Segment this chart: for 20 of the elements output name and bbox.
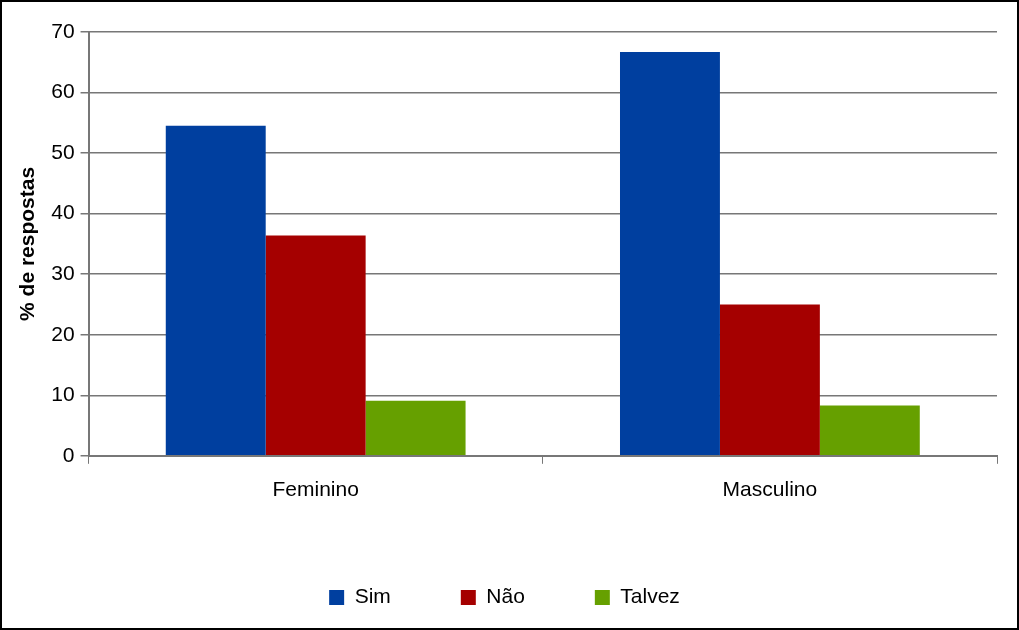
legend-label: Sim	[354, 584, 391, 608]
y-tick-label: 70	[51, 18, 75, 42]
bar	[165, 125, 266, 456]
bar	[265, 235, 366, 456]
y-tick-label: 10	[51, 382, 75, 406]
y-tick-label: 0	[62, 442, 75, 466]
y-tick-label: 40	[51, 200, 75, 224]
y-tick-label: 20	[51, 321, 75, 345]
x-tick-label: Masculino	[722, 477, 818, 501]
y-tick-label: 60	[51, 79, 75, 103]
bar	[819, 405, 920, 456]
bar	[365, 400, 466, 456]
legend-label: Não	[486, 584, 525, 608]
y-axis-title: % de respostas	[15, 166, 39, 321]
legend-label: Talvez	[620, 584, 680, 608]
bar	[620, 51, 720, 456]
y-tick-label: 50	[51, 139, 75, 163]
x-tick-label: Feminino	[272, 477, 359, 501]
bar	[719, 304, 820, 456]
y-tick-label: 30	[51, 260, 75, 284]
